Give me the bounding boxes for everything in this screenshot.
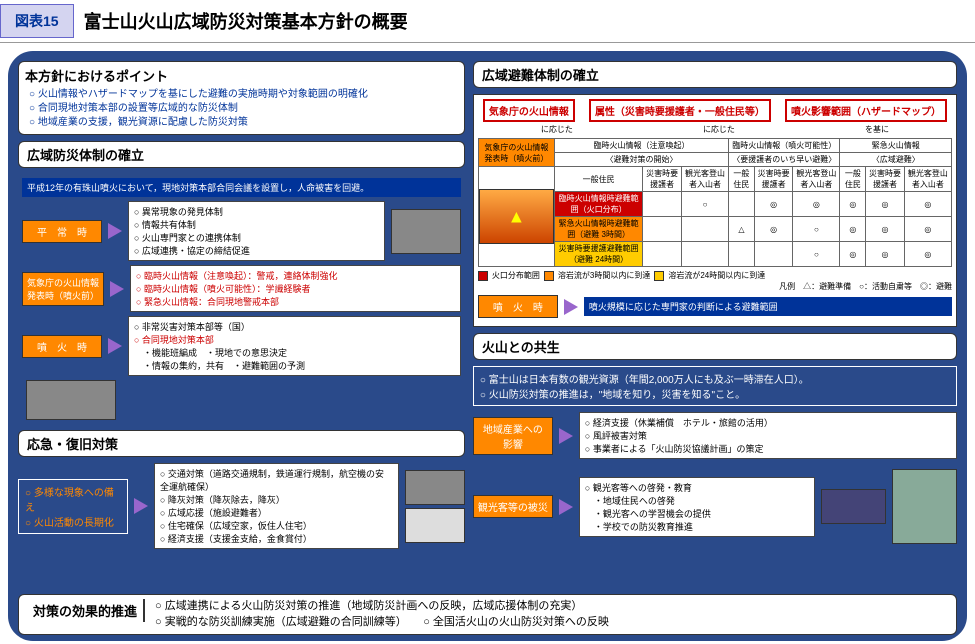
ash-photo [405,470,465,505]
points-panel: 本方針におけるポイント ○ 火山情報やハザードマップを基にした避難の実施時期や対… [18,61,465,135]
right-column: 広域避難体制の確立 気象庁の火山情報 属性（災害時要援護者・一般住民等） 噴火影… [473,61,957,631]
eruption-label: 噴 火 時 [22,335,102,358]
hazard-map-icon [479,189,554,244]
pre-eruption-label: 気象庁の火山情報 発表時（噴火前） [22,272,104,306]
recovery-row: ○ 多様な現象への備え ○ 火山活動の長期化 ○ 交通対策（道路交通規制，鉄道運… [18,463,465,549]
footer-panel: 対策の効果的推進 ○ 広域連携による火山防災対策の推進（地域防災計画への反映，広… [18,594,957,635]
point-item: ○ 合同現地対策本部の設置等広域的な防災体制 [29,102,458,116]
tourist-label: 観光客等の被災 [473,495,553,518]
arrow-icon [134,498,148,514]
legend-red-icon [478,271,488,281]
recovery-sub: ○ 多様な現象への備え ○ 火山活動の長期化 [18,479,128,534]
eruption-row: 噴 火 時 ○ 非常災害対策本部等（国） ○ 合同現地対策本部 ・機能班編成 ・… [22,316,461,376]
tourist-row: 観光客等の被災 ○ 観光客等への啓発・教育 ・地域住民への啓発 ・観光客への学習… [473,469,957,544]
eruption-time-label: 噴 火 時 [478,295,558,318]
eruption-expert-text: 噴火規模に応じた専門家の判断による避難範囲 [584,297,952,316]
normal-time-label: 平 常 時 [22,220,102,243]
recovery-title: 応急・復旧対策 [18,430,465,457]
point-item: ○ 地域産業の支援，観光資源に配慮した防災対策 [29,116,458,130]
pre-eruption-row: 気象庁の火山情報 発表時（噴火前） ○ 臨時火山情報（注意喚起）：警戒，連絡体制… [22,265,461,312]
normal-time-list: ○ 異常現象の発見体制 ○ 情報共有体制 ○ 火山専門家との連携体制 ○ 広域連… [128,201,385,261]
footer-title: 対策の効果的推進 [27,599,145,622]
point-item: ○ 火山情報やハザードマップを基にした避難の実施時期や対象範囲の明確化 [29,88,458,102]
eruption-list: ○ 非常災害対策本部等（国） ○ 合同現地対策本部 ・機能班編成 ・現地での意思… [128,316,461,376]
eruption-photo [26,380,116,420]
arrow-icon [108,338,122,354]
evac-matrix: 気象庁の火山情報 発表時（噴火前） 臨時火山情報（注意喚起） 臨時火山情報（噴火… [478,138,952,267]
recovery-list: ○ 交通対策（道路交通規制，鉄道運行規制，航空機の安全運航確保） ○ 降灰対策（… [154,463,399,549]
fuji-lake-photo [821,489,886,524]
coexist-title: 火山との共生 [473,333,957,360]
legend-yellow-icon [654,271,664,281]
industry-list: ○ 経済支援（休業補償 ホテル・旅館の活用） ○ 風評被害対策 ○ 事業者による… [579,412,957,459]
header: 図表15 富士山火山広域防災対策基本方針の概要 [0,0,975,43]
industry-label: 地域産業への 影響 [473,417,553,455]
footer-list: ○ 広域連携による火山防災対策の推進（地域防災計画への反映，広域応援体制の充実）… [155,599,609,630]
arrow-icon [110,281,124,297]
page-title: 富士山火山広域防災対策基本方針の概要 [84,8,408,34]
arrow-icon [108,223,122,239]
tourist-list: ○ 観光客等への啓発・教育 ・地域住民への啓発 ・観光客への学習機会の提供 ・学… [579,477,815,537]
evac-table-area: 気象庁の火山情報 属性（災害時要援護者・一般住民等） 噴火影響範囲（ハザードマッ… [473,94,957,327]
group-attr: 属性（災害時要援護者・一般住民等） [589,99,771,122]
house-photo [405,508,465,543]
usu-note: 平成12年の有珠山噴火において，現地対策本部合同会議を設置し，人命被害を回避。 [22,178,461,197]
arrow-icon [559,499,573,515]
main-container: 本方針におけるポイント ○ 火山情報やハザードマップを基にした避難の実施時期や対… [8,51,967,641]
left-column: 本方針におけるポイント ○ 火山情報やハザードマップを基にした避難の実施時期や対… [18,61,465,631]
chart-number-badge: 図表15 [0,4,74,38]
group-jma: 気象庁の火山情報 [483,99,575,122]
industry-row: 地域産業への 影響 ○ 経済支援（休業補償 ホテル・旅館の活用） ○ 風評被害対… [473,412,957,459]
meeting-photo [391,209,461,254]
wide-defense-title: 広域防災体制の確立 [18,141,465,168]
group-hazard: 噴火影響範囲（ハザードマップ） [785,99,947,122]
arrow-icon [564,299,578,315]
legend-orange-icon [544,271,554,281]
pre-eruption-list: ○ 臨時火山情報（注意喚起）：警戒，連絡体制強化 ○ 臨時火山情報（噴火可能性）… [130,265,461,312]
climbers-photo [892,469,957,544]
symbol-legend: 凡例 △：避難準備 ○：活動自粛等 ◎：避難 [478,281,952,292]
normal-time-row: 平 常 時 ○ 異常現象の発見体制 ○ 情報共有体制 ○ 火山専門家との連携体制… [22,201,461,261]
evac-title: 広域避難体制の確立 [473,61,957,88]
points-title: 本方針におけるポイント [25,66,458,85]
arrow-icon [559,428,573,444]
coexist-intro: ○ 富士山は日本有数の観光資源（年間2,000万人にも及ぶ一時滞在人口）。 ○ … [473,366,957,406]
